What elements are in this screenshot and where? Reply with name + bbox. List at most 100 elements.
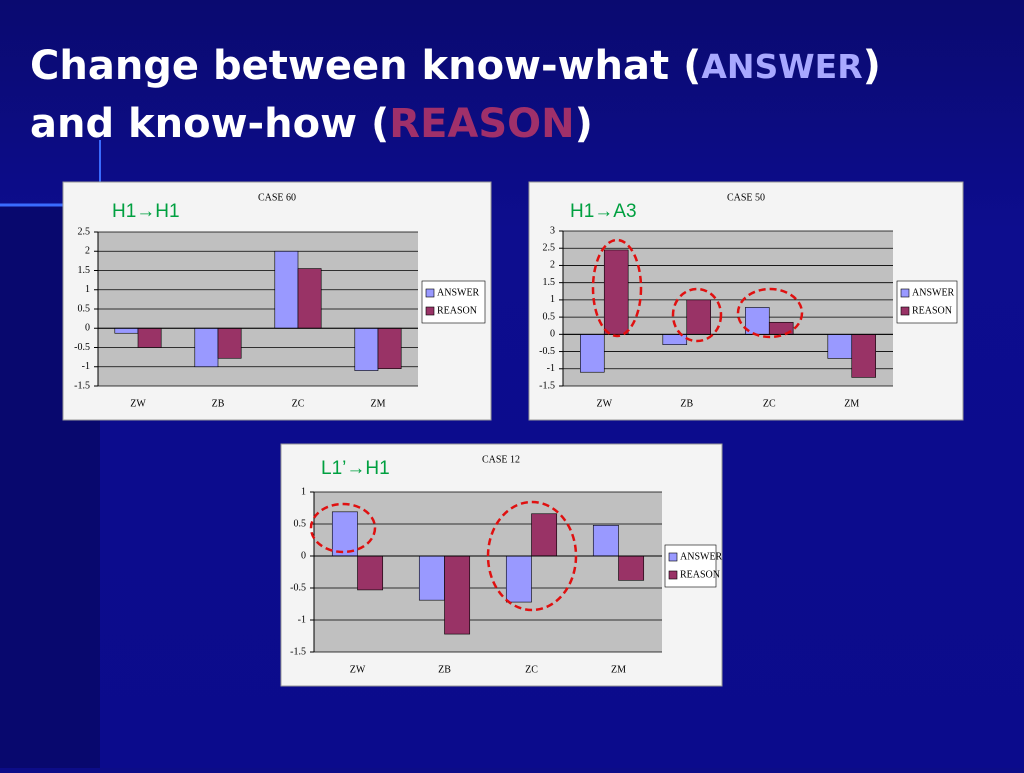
y-tick-label: 2.5 xyxy=(543,243,556,254)
x-tick-label: ZC xyxy=(525,664,538,675)
slide-title: and know-how (REASON) xyxy=(30,101,593,147)
bar xyxy=(592,524,619,557)
x-tick-label: ZW xyxy=(130,398,146,409)
legend-label: ANSWER xyxy=(680,551,723,562)
title-part: ) xyxy=(575,101,593,147)
highlights xyxy=(309,238,804,612)
slide-title: Change between know-what (ANSWER) xyxy=(30,43,881,89)
legend-swatch xyxy=(668,552,678,562)
legend-label: ANSWER xyxy=(437,287,480,298)
title-part: ) xyxy=(863,43,881,89)
annotation: H1→H1 xyxy=(112,201,180,222)
y-tick-label: -0.5 xyxy=(290,582,306,593)
chart-panel: CASE 50 H1→A3 -1.5 -1 -0.5 0 0.5 1 1.5 2 2.5 3 ZW ZB Z… xyxy=(528,181,964,421)
title-reason: REASON xyxy=(389,101,574,147)
highlight-circle xyxy=(486,500,578,612)
y-tick-label: 2.5 xyxy=(78,226,91,237)
legend-box xyxy=(421,280,486,324)
legend-swatch xyxy=(900,288,910,298)
bar xyxy=(662,334,688,345)
chart-title: CASE 50 xyxy=(727,192,765,203)
title-answer: ANSWER xyxy=(701,47,862,86)
legend-swatch xyxy=(900,306,910,316)
bar xyxy=(357,555,384,591)
y-tick-label: -1 xyxy=(547,363,555,374)
x-tick-label: ZB xyxy=(438,664,451,675)
y-tick-label: 0.5 xyxy=(543,311,556,322)
legend-label: ANSWER xyxy=(912,287,955,298)
bar xyxy=(418,555,445,601)
title-part: Change between know-what ( xyxy=(30,43,701,89)
highlight-circle xyxy=(309,502,377,554)
highlight-circle xyxy=(591,238,643,338)
x-tick-label: ZW xyxy=(350,664,366,675)
bar xyxy=(827,334,853,359)
x-tick-label: ZC xyxy=(763,398,776,409)
y-tick-label: -1.5 xyxy=(539,380,555,391)
y-tick-label: -0.5 xyxy=(539,346,555,357)
bar xyxy=(114,327,139,334)
bar xyxy=(580,334,605,373)
bar xyxy=(331,511,358,557)
bar xyxy=(531,513,558,557)
y-tick-label: 2 xyxy=(85,246,90,257)
legend-label: REASON xyxy=(437,305,477,316)
annotation: L1’→H1 xyxy=(321,458,390,479)
bar xyxy=(686,299,711,335)
y-tick-label: -1 xyxy=(82,361,90,372)
bar xyxy=(505,555,532,603)
x-tick-label: ZM xyxy=(844,398,859,409)
x-tick-label: ZM xyxy=(611,664,626,675)
legend-box xyxy=(896,280,958,324)
y-tick-label: 2 xyxy=(550,260,555,271)
bar xyxy=(851,334,876,378)
x-tick-label: ZM xyxy=(371,398,386,409)
y-tick-label: 0 xyxy=(85,323,90,334)
y-tick-label: -0.5 xyxy=(74,342,90,353)
y-tick-label: 1.5 xyxy=(78,265,91,276)
bar xyxy=(137,327,162,348)
chart-title: CASE 12 xyxy=(482,454,520,465)
x-tick-label: ZC xyxy=(292,398,305,409)
y-tick-label: -1.5 xyxy=(290,646,306,657)
chart-panel: CASE 60 H1→H1 -1.5 -1 -0.5 0 0.5 1 1.5 2 2.5 ZW ZB ZC… xyxy=(62,181,492,421)
bar xyxy=(444,555,471,635)
y-tick-label: -1.5 xyxy=(74,380,90,391)
y-tick-label: 1 xyxy=(85,284,90,295)
bar xyxy=(194,327,219,368)
y-tick-label: -1 xyxy=(298,614,306,625)
title-part: and know-how ( xyxy=(30,101,389,147)
y-tick-label: 0.5 xyxy=(78,303,91,314)
y-tick-label: 0 xyxy=(550,329,555,340)
bar xyxy=(217,327,242,359)
annotation: H1→A3 xyxy=(570,201,637,222)
legend-swatch xyxy=(668,570,678,580)
legend-swatch xyxy=(425,288,435,298)
legend-label: REASON xyxy=(912,305,952,316)
y-tick-label: 1 xyxy=(550,294,555,305)
x-tick-label: ZW xyxy=(596,398,612,409)
bar xyxy=(274,250,299,329)
y-tick-label: 0.5 xyxy=(294,518,307,529)
y-tick-label: 0 xyxy=(301,550,306,561)
chart-title: CASE 60 xyxy=(258,192,296,203)
y-tick-label: 3 xyxy=(550,225,555,236)
y-tick-label: 1.5 xyxy=(543,277,556,288)
legend-swatch xyxy=(425,306,435,316)
y-tick-label: 1 xyxy=(301,486,306,497)
bar xyxy=(377,327,402,369)
legend-box xyxy=(664,544,717,588)
bar xyxy=(603,249,629,335)
x-tick-label: ZB xyxy=(212,398,225,409)
highlight-circle xyxy=(736,287,804,339)
charts: CASE 60 H1→H1 -1.5 -1 -0.5 0 0.5 1 1.5 2 2.5 ZW ZB ZC… xyxy=(62,181,964,687)
x-tick-label: ZB xyxy=(680,398,693,409)
bar xyxy=(354,327,379,371)
chart-panel: CASE 12 L1’→H1 -1.5 -1 -0.5 0 0.5 1 ZW ZB ZC ZM ANSW… xyxy=(280,443,723,687)
highlight-circle xyxy=(671,287,723,343)
legend-label: REASON xyxy=(680,569,720,580)
bar xyxy=(297,268,322,329)
bar xyxy=(618,555,645,581)
